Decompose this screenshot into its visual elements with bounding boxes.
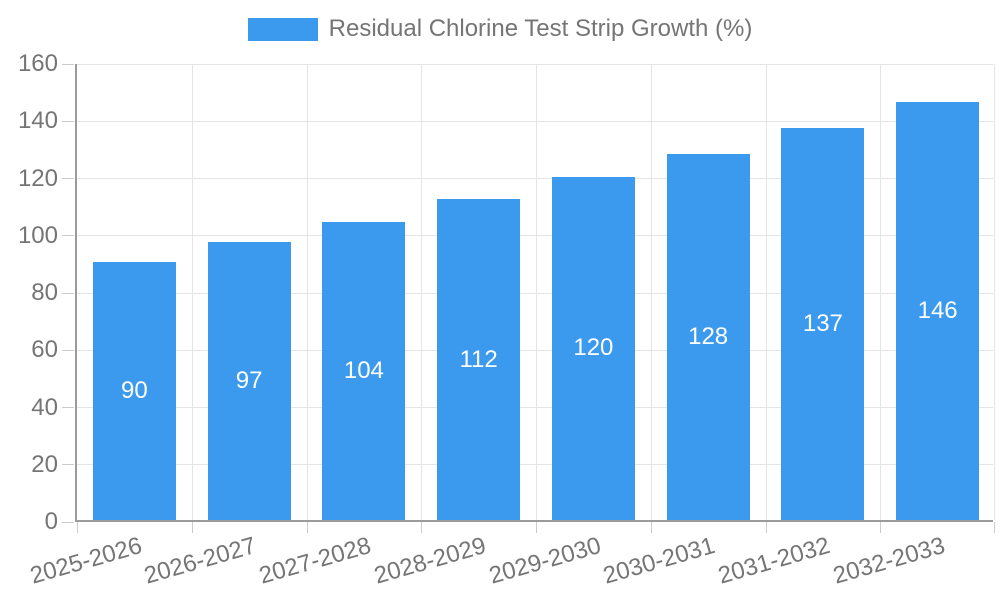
bar-value-label: 90 (121, 377, 148, 405)
y-axis-tick-label: 140 (17, 107, 58, 135)
y-axis-tick (62, 464, 74, 466)
x-axis-tick (994, 522, 995, 533)
bar[interactable]: 120 (551, 176, 635, 520)
v-gridline (765, 64, 767, 520)
v-gridline (306, 64, 308, 520)
bar[interactable]: 90 (92, 262, 176, 520)
x-axis-tick-label: 2027-2028 (256, 532, 375, 590)
x-axis-labels: 2025-2026 2026-2027 2027-2028 2028-2029 2029… (27, 520, 993, 598)
x-axis-tick (536, 522, 537, 533)
bar[interactable]: 146 (896, 102, 980, 520)
h-gridline (77, 292, 993, 294)
y-axis-tick-label: 100 (17, 221, 58, 249)
legend-label: Residual Chlorine Test Strip Growth (%) (328, 15, 753, 42)
x-axis-tick-label: 2028-2029 (371, 532, 489, 590)
x-axis-tick-label: 2029-2030 (485, 532, 604, 590)
bar[interactable]: 104 (322, 222, 406, 520)
y-axis-tick (62, 521, 74, 523)
y-axis-tick (62, 292, 74, 294)
v-gridline (994, 64, 995, 520)
bar[interactable]: 137 (781, 127, 865, 520)
h-gridline (77, 464, 993, 466)
y-axis-tick-label: 120 (17, 164, 58, 192)
bar[interactable]: 97 (207, 242, 291, 520)
plot-area: 0 20 40 60 80 100 120 140 160 90 97 104 112 120 128 13… (18, 51, 995, 590)
x-axis-tick-label: 2030-2031 (600, 532, 719, 590)
y-axis-tick (62, 349, 74, 351)
y-axis-tick (62, 120, 74, 122)
y-axis-tick-label: 20 (31, 450, 58, 478)
y-axis-tick (62, 235, 74, 237)
bar-value-label: 97 (235, 367, 263, 395)
bar[interactable]: 112 (437, 199, 521, 520)
bar-value-label: 104 (343, 357, 384, 385)
x-axis-tick-label: 2031-2032 (715, 532, 834, 590)
y-axis-tick-label: 160 (17, 50, 58, 77)
bar-value-label: 146 (917, 297, 958, 325)
bar-value-label: 137 (802, 309, 843, 337)
x-axis-tick-label: 2026-2027 (141, 532, 260, 590)
legend[interactable]: Residual Chlorine Test Strip Growth (%) (0, 17, 1000, 41)
v-gridline (880, 64, 882, 520)
h-gridline (77, 349, 993, 351)
v-gridline (421, 64, 423, 520)
bar-value-label: 112 (459, 345, 498, 373)
x-axis-tick (191, 522, 193, 533)
h-gridline (77, 63, 993, 65)
y-axis-tick-label: 0 (44, 508, 58, 535)
h-gridline (77, 235, 993, 237)
y-axis-tick (62, 178, 74, 179)
bar[interactable]: 128 (666, 153, 750, 520)
h-gridline (77, 120, 993, 122)
x-axis-tick (306, 522, 308, 533)
h-gridline (77, 178, 993, 179)
x-axis-tick-label: 2025-2026 (26, 532, 145, 590)
x-axis-tick (880, 522, 882, 533)
v-gridline (650, 64, 652, 520)
y-axis-tick-label: 80 (31, 279, 58, 306)
legend-swatch (247, 17, 318, 41)
x-axis-tick-label: 2032-2033 (830, 532, 948, 590)
bar-value-label: 120 (573, 334, 614, 362)
v-gridline (191, 64, 193, 520)
y-axis-tick (62, 407, 74, 408)
v-gridline (536, 64, 537, 520)
y-axis-tick-label: 40 (31, 393, 58, 421)
x-axis-tick (77, 522, 78, 533)
x-axis-tick (650, 522, 652, 533)
x-axis-tick (765, 522, 767, 533)
y-axis-tick-label: 60 (31, 336, 58, 364)
x-axis-tick (421, 522, 423, 533)
h-gridline (77, 407, 993, 408)
y-axis-tick (62, 63, 74, 65)
bar-value-label: 128 (688, 322, 729, 350)
